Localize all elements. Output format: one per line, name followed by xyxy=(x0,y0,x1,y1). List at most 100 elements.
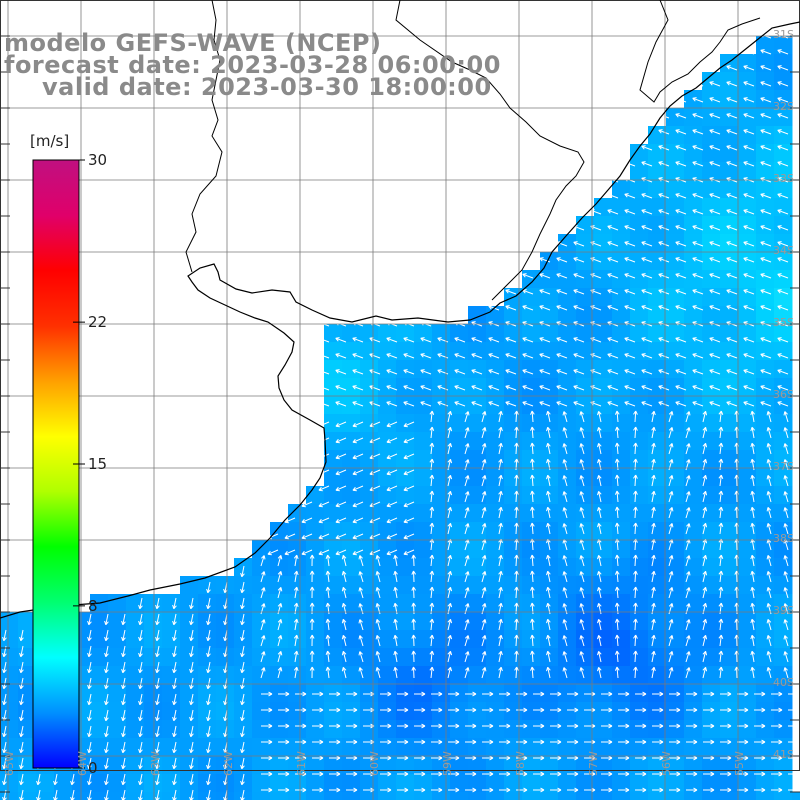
wind-arrow xyxy=(766,475,772,487)
speed-cell xyxy=(306,756,325,775)
wind-arrow xyxy=(777,145,789,151)
speed-cell xyxy=(378,396,397,415)
speed-cell xyxy=(684,504,703,523)
speed-cell xyxy=(756,702,775,721)
wind-arrow xyxy=(743,369,755,375)
speed-cell xyxy=(270,558,289,577)
wind-arrow xyxy=(579,523,585,535)
speed-cell xyxy=(306,504,325,523)
speed-cell xyxy=(162,648,181,667)
wind-arrow xyxy=(189,661,194,674)
wind-arrow xyxy=(138,613,143,626)
wind-arrow xyxy=(429,570,435,583)
wind-arrow xyxy=(783,635,789,647)
wind-arrow xyxy=(386,385,398,391)
wind-arrow xyxy=(607,353,619,359)
speed-cell xyxy=(522,504,541,523)
speed-cell xyxy=(468,720,487,739)
speed-cell xyxy=(630,450,649,469)
wind-arrow xyxy=(454,369,466,375)
wind-arrow xyxy=(743,385,755,391)
wind-arrow xyxy=(121,661,126,674)
wind-arrow xyxy=(431,755,443,761)
speed-cell xyxy=(594,432,613,451)
speed-cell xyxy=(270,630,289,649)
speed-cell xyxy=(756,306,775,325)
wind-arrow xyxy=(703,723,715,729)
speed-cell xyxy=(378,594,397,613)
speed-cell xyxy=(216,576,235,595)
speed-cell xyxy=(594,324,613,343)
wind-arrow xyxy=(607,193,619,199)
wind-arrow xyxy=(726,225,738,231)
wind-arrow xyxy=(240,693,245,706)
speed-cell xyxy=(558,450,577,469)
wind-arrow xyxy=(633,666,638,679)
speed-cell xyxy=(450,432,469,451)
wind-arrow xyxy=(618,723,630,729)
wind-arrow xyxy=(481,667,487,679)
speed-cell xyxy=(324,666,343,685)
wind-arrow xyxy=(488,401,500,407)
coastline xyxy=(0,21,800,619)
wind-arrow xyxy=(138,789,143,800)
wind-arrow xyxy=(675,337,687,343)
speed-cell xyxy=(738,396,757,415)
wind-arrow xyxy=(562,571,568,583)
speed-cell xyxy=(684,540,703,559)
speed-cell xyxy=(648,378,667,397)
speed-cell xyxy=(702,216,721,235)
speed-cell xyxy=(522,558,541,577)
speed-cell xyxy=(648,468,667,487)
speed-cell xyxy=(414,504,433,523)
wind-arrow xyxy=(668,667,674,679)
wind-arrow xyxy=(397,755,409,761)
wind-arrow xyxy=(414,787,426,793)
speed-cell xyxy=(702,72,721,91)
speed-cell xyxy=(576,774,595,793)
speed-cell xyxy=(648,432,667,451)
speed-cell xyxy=(702,180,721,199)
wind-arrow xyxy=(692,145,704,151)
wind-arrow xyxy=(481,443,487,455)
wind-arrow xyxy=(505,289,517,295)
speed-cell xyxy=(396,792,415,800)
wind-arrow xyxy=(658,337,670,343)
wind-arrow xyxy=(579,635,585,647)
wind-arrow xyxy=(346,723,358,729)
wind-arrow xyxy=(393,570,398,583)
wind-arrow xyxy=(429,634,435,647)
wind-arrow xyxy=(498,442,503,455)
speed-cell xyxy=(504,360,523,379)
speed-cell xyxy=(522,630,541,649)
speed-cell xyxy=(216,792,235,800)
wind-arrow xyxy=(454,337,466,343)
wind-arrow xyxy=(675,129,687,135)
speed-cell xyxy=(162,738,181,757)
wind-arrow xyxy=(429,522,435,535)
wind-arrow xyxy=(397,691,409,697)
speed-cell xyxy=(468,630,487,649)
wind-arrow xyxy=(363,739,375,745)
wind-arrow xyxy=(607,225,619,231)
wind-arrow xyxy=(397,739,409,745)
wind-arrow xyxy=(312,691,324,697)
wind-arrow xyxy=(358,635,364,647)
speed-cell xyxy=(774,378,793,397)
wind-arrow xyxy=(429,506,435,519)
speed-cell xyxy=(360,774,379,793)
wind-arrow xyxy=(635,739,647,745)
wind-arrow xyxy=(325,586,331,599)
speed-cell xyxy=(378,360,397,379)
speed-cell xyxy=(180,774,199,793)
wind-arrow xyxy=(429,586,435,599)
wind-arrow xyxy=(448,691,460,697)
speed-cell xyxy=(198,720,217,739)
wind-arrow xyxy=(562,427,568,439)
wind-arrow xyxy=(760,97,772,103)
speed-cell xyxy=(216,684,235,703)
wind-arrow xyxy=(777,257,789,263)
wind-arrow xyxy=(546,426,551,439)
speed-cell xyxy=(450,576,469,595)
speed-cell xyxy=(162,630,181,649)
